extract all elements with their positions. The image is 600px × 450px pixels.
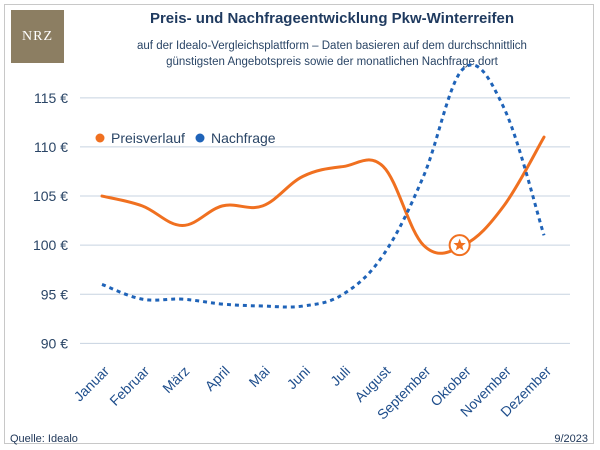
x-tick-label: Juni: [284, 363, 313, 392]
x-tick-label: April: [202, 363, 233, 394]
legend: Preisverlauf Nachfrage: [95, 130, 276, 146]
source-note: Quelle: Idealo: [10, 433, 78, 445]
x-tick-label: Februar: [106, 363, 152, 409]
nrz-logo: NRZ: [11, 10, 64, 63]
chart-frame: [4, 4, 594, 444]
publication-date: 9/2023: [554, 433, 588, 445]
x-tick-label: März: [159, 363, 192, 396]
x-tick-label: Juli: [327, 363, 353, 389]
legend-marker: [95, 133, 105, 143]
series-lines: [100, 63, 546, 309]
chart-title: Preis- und Nachfrageentwicklung Pkw-Wint…: [149, 10, 515, 27]
star-icon: [453, 238, 466, 251]
x-tick-label: Mai: [246, 363, 273, 390]
legend-label: Preisverlauf: [111, 130, 185, 146]
logo-text: NRZ: [22, 28, 53, 44]
series-line-preisverlauf: [100, 135, 546, 255]
y-tick-label: 100 €: [33, 237, 68, 253]
series-line-nachfrage: [101, 63, 546, 309]
annotations: [448, 234, 471, 257]
y-tick-label: 90 €: [41, 335, 68, 351]
subtitle-line-1: auf der Idealo-Vergleichsplattform – Dat…: [137, 40, 527, 52]
y-axis-tick-labels: 90 € 95 € 100 € 105 € 110 € 115 €: [33, 90, 68, 352]
legend-label: Nachfrage: [211, 130, 276, 146]
legend-marker: [195, 133, 205, 143]
grid-lines: [80, 97, 570, 344]
y-tick-label: 105 €: [33, 188, 68, 204]
y-tick-label: 95 €: [41, 286, 68, 302]
y-tick-label: 110 €: [34, 139, 68, 155]
y-tick-label: 115 €: [34, 90, 68, 106]
subtitle-line-2: günstigsten Angebotspreis sowie der mona…: [166, 56, 498, 68]
chart-subtitle: auf der Idealo-Vergleichsplattform – Dat…: [82, 38, 582, 70]
